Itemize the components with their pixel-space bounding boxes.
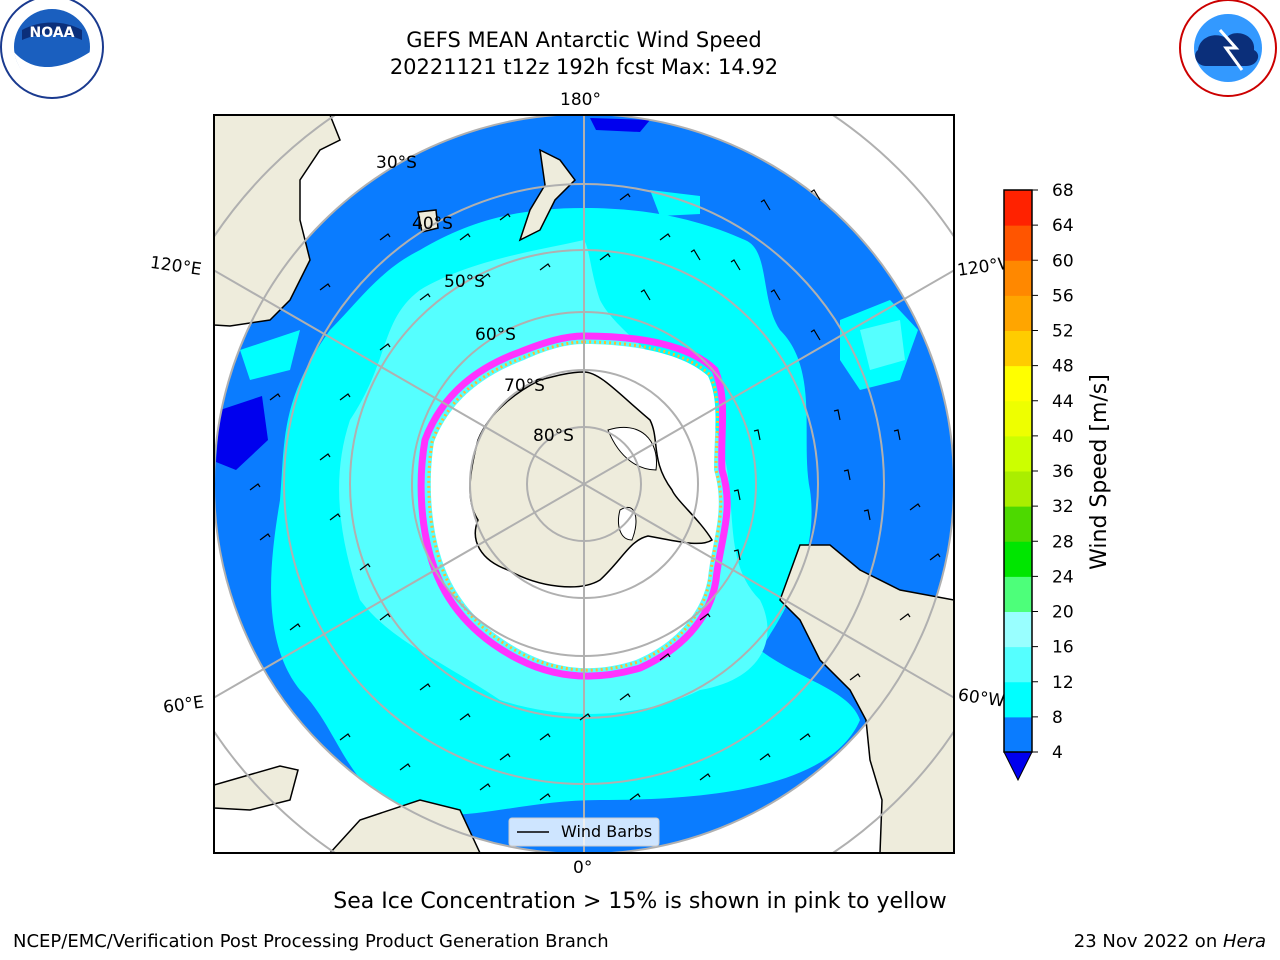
longitude-labels: 180° 120°E 120°W 60°E 60°W 0°: [149, 90, 1016, 878]
colorbar-tick-label: 12: [1052, 673, 1074, 693]
noaa-logo: NOAA: [0, 0, 104, 99]
colorbar-tick-label: 16: [1052, 638, 1074, 658]
lat-label: 70°S: [504, 376, 545, 396]
colorbar-segment: [1004, 541, 1032, 577]
chart-subtitle: 20221121 t12z 192h fcst Max: 14.92: [389, 55, 779, 79]
lon-label-120e: 120°E: [149, 253, 203, 280]
tasmania-land: [417, 209, 439, 233]
lon-label-60e: 60°E: [162, 692, 205, 717]
lon-label-180: 180°: [560, 90, 601, 110]
wind-band-cyan: [240, 330, 300, 380]
colorbar-segment: [1004, 365, 1032, 402]
colorbar-extend-triangle: [1003, 751, 1033, 782]
colorbar-segment: [1004, 330, 1032, 367]
chart-title: GEFS MEAN Antarctic Wind Speed: [406, 28, 762, 52]
colorbar-tick-label: 28: [1052, 532, 1074, 552]
colorbar-segment: [1004, 576, 1032, 612]
lat-label: 80°S: [533, 426, 574, 446]
wind-barbs: [249, 189, 941, 801]
colorbar-segment: [1004, 681, 1032, 718]
colorbar-tick-label: 40: [1052, 427, 1074, 447]
sea-ice-inner: [427, 340, 723, 672]
wind-band-light: [860, 320, 905, 370]
sea-ice-caption: Sea Ice Concentration > 15% is shown in …: [333, 889, 947, 914]
legend-label: Wind Barbs: [561, 822, 652, 841]
madagascar-land: [214, 765, 299, 811]
lat-label: 60°S: [475, 325, 516, 345]
colorbar-segment: [1004, 400, 1032, 437]
calm-patch: [590, 118, 650, 132]
colorbar-segment: [1004, 435, 1032, 472]
wind-band-cyan: [650, 190, 700, 216]
footer-credit: NCEP/EMC/Verification Post Processing Pr…: [13, 931, 609, 952]
colorbar-segment: [1004, 260, 1032, 296]
lat-label: 30°S: [376, 153, 417, 173]
colorbar-segment: [1004, 471, 1032, 507]
colorbar-segment: [1004, 611, 1032, 648]
colorbar-segment: [1004, 190, 1032, 226]
africa-land: [328, 799, 481, 853]
latitude-labels: 30°S 40°S 50°S 60°S 70°S 80°S: [376, 153, 574, 446]
colorbar-label: Wind Speed [m/s]: [1087, 374, 1112, 570]
ice-shelf: [607, 426, 657, 471]
graticule: [214, 115, 954, 853]
lat-label: 40°S: [412, 214, 453, 234]
new-zealand-land: [518, 148, 576, 242]
map-frame: [213, 114, 955, 854]
lat-label: 50°S: [444, 272, 485, 292]
colorbar-tick-label: 8: [1052, 708, 1063, 728]
nws-logo: [1179, 0, 1277, 97]
colorbar-tick-label: 4: [1052, 743, 1063, 763]
colorbar-tick-label: 52: [1052, 322, 1074, 342]
colorbar-tick-label: 24: [1052, 567, 1074, 587]
colorbar-segment: [1004, 646, 1032, 683]
colorbar-segment: [1004, 295, 1032, 331]
colorbar-tick-label: 36: [1052, 462, 1074, 482]
colorbar-tick-label: 48: [1052, 357, 1074, 377]
colorbar-segment: [1004, 716, 1032, 753]
colorbar-tick-label: 44: [1052, 392, 1074, 412]
map-legend: Wind Barbs: [508, 817, 660, 847]
colorbar-tick-label: 68: [1052, 181, 1074, 201]
footer-date: 23 Nov 2022 on Hera: [1074, 931, 1266, 952]
colorbar-tick-label: 32: [1052, 497, 1074, 517]
colorbar-tick-label: 56: [1052, 286, 1074, 306]
colorbar-tick-label: 20: [1052, 603, 1074, 623]
lon-label-60w: 60°W: [957, 685, 1006, 711]
map-area: Wind Barbs: [214, 115, 954, 853]
colorbar-tick-label: 64: [1052, 216, 1074, 236]
lon-label-0: 0°: [573, 858, 592, 878]
footer-date-text: 23 Nov 2022 on: [1073, 931, 1223, 952]
colorbar-segment: [1004, 506, 1032, 542]
colorbar-tick-label: 60: [1052, 251, 1074, 271]
colorbar-segment: [1004, 225, 1032, 261]
noaa-logo-text: NOAA: [30, 25, 75, 41]
calm-patch: [216, 396, 268, 470]
footer-host: Hera: [1222, 931, 1266, 952]
